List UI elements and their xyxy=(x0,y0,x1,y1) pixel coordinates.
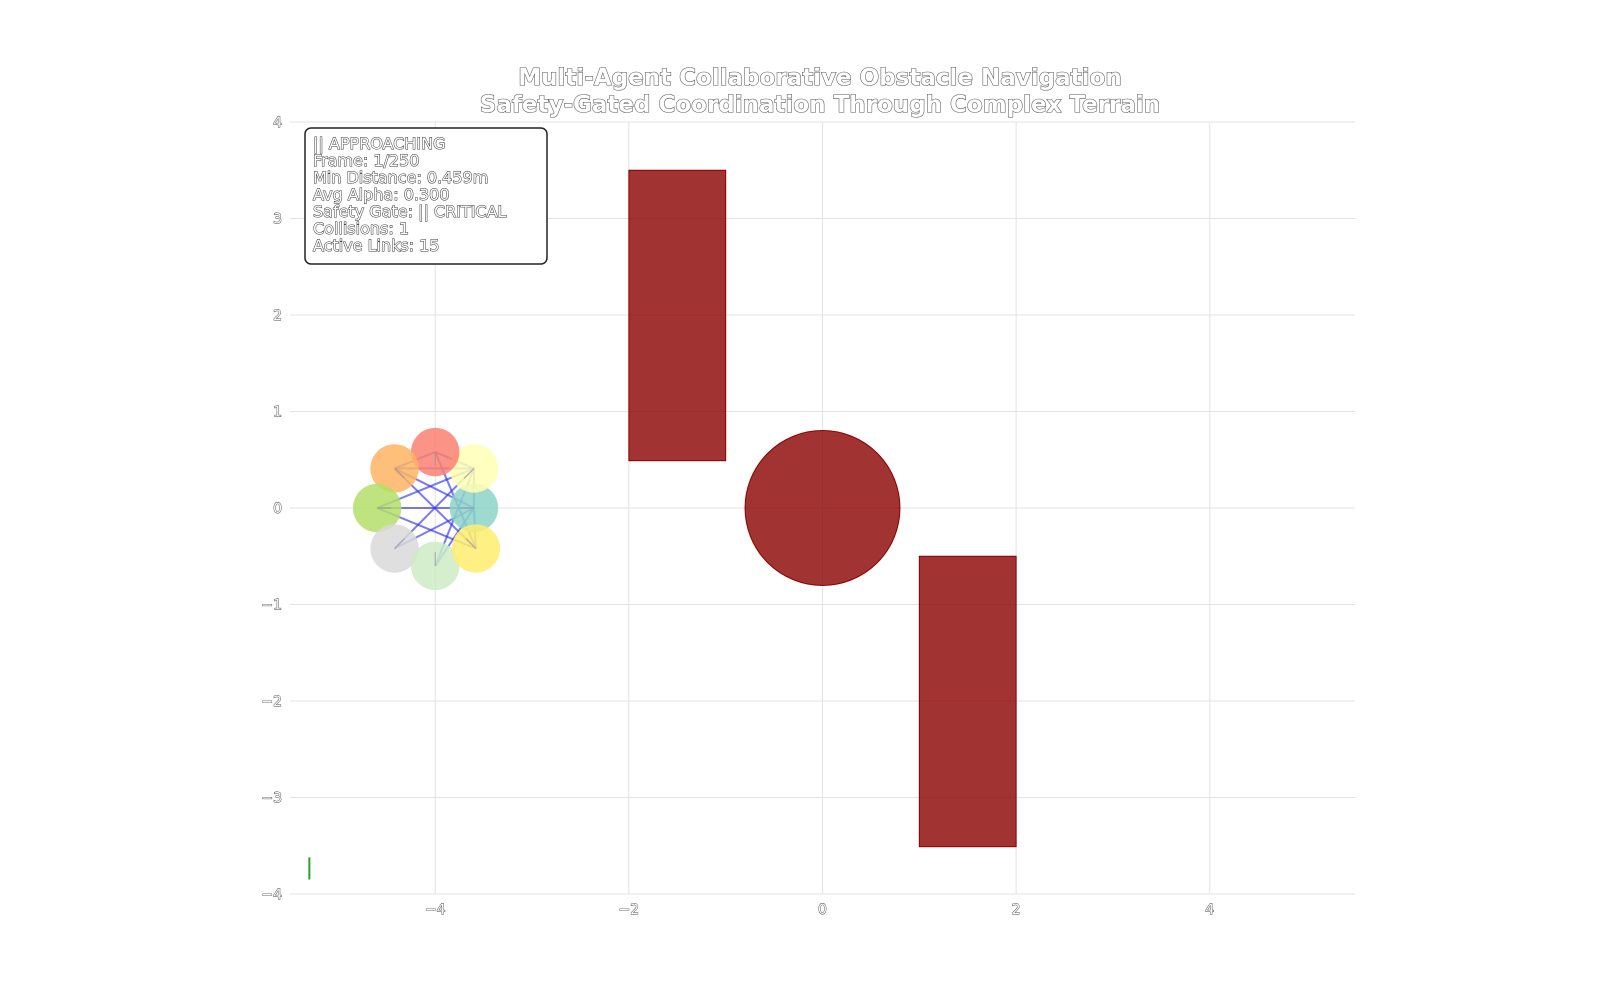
y-tick-label: −3 xyxy=(261,791,282,807)
x-tick-label: −4 xyxy=(425,902,446,918)
agents xyxy=(352,427,501,591)
obstacle-rect xyxy=(918,555,1017,848)
y-tick-label: 4 xyxy=(273,115,282,131)
info-status: || APPROACHING xyxy=(313,134,446,153)
obstacles xyxy=(628,169,1017,848)
y-tick-label: 3 xyxy=(273,212,282,228)
info-avg-alpha: Avg Alpha: 0.300 xyxy=(313,185,450,204)
info-box: || APPROACHING Frame: 1/250 Min Distance… xyxy=(304,127,548,265)
y-tick-label: −2 xyxy=(261,694,282,710)
obstacle-circle xyxy=(744,430,901,586)
x-tick-label: 0 xyxy=(818,902,827,918)
grid xyxy=(290,121,1355,895)
info-min-distance: Min Distance: 0.459m xyxy=(313,168,488,187)
info-safety-gate: Safety Gate: || CRITICAL xyxy=(313,202,507,221)
agent-heading-arrow xyxy=(463,468,475,479)
x-tick-label: 2 xyxy=(1012,902,1021,918)
y-tick-label: 0 xyxy=(273,501,282,517)
y-tick-label: 2 xyxy=(273,308,282,324)
y-tick-label: −1 xyxy=(261,598,282,614)
x-tick-label: 4 xyxy=(1205,902,1214,918)
agent-heading-arrow xyxy=(394,538,405,549)
agent-marker xyxy=(370,524,419,573)
agent-marker xyxy=(370,444,419,493)
agent-heading-arrow xyxy=(394,468,406,479)
info-active-links: Active Links: 15 xyxy=(313,236,440,255)
info-box-frame xyxy=(304,127,548,265)
plot-area: −4 −2 0 2 4 −4 −3 −2 −1 0 1 2 3 4 xyxy=(261,115,1355,918)
info-frame: Frame: 1/250 xyxy=(313,151,419,170)
info-collisions: Collisions: 1 xyxy=(313,219,409,238)
y-tick-label: 1 xyxy=(273,405,282,421)
obstacle-rect xyxy=(628,169,727,462)
figure-title-line-1: Multi-Agent Collaborative Obstacle Navig… xyxy=(518,65,1121,91)
figure-title-line-2: Safety-Gated Coordination Through Comple… xyxy=(480,92,1160,118)
agent-marker xyxy=(411,427,460,477)
y-tick-label: −4 xyxy=(261,887,282,903)
agent-heading-arrow xyxy=(465,538,477,549)
axis-ticks: −4 −2 0 2 4 −4 −3 −2 −1 0 1 2 3 4 xyxy=(261,115,1215,919)
x-tick-label: −2 xyxy=(619,902,640,918)
